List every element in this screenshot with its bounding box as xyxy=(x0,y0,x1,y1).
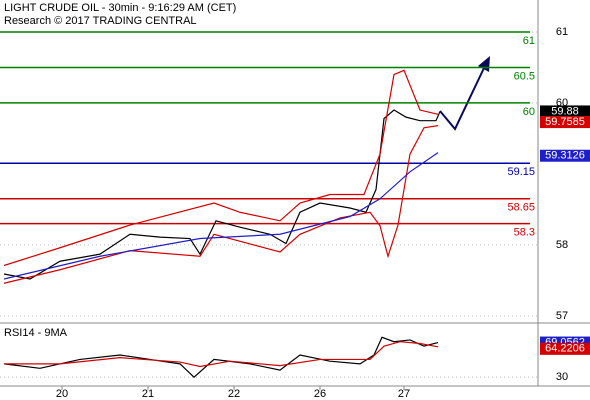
price-marker-label: 59.3126 xyxy=(545,150,585,162)
price-marker-label: 59.7585 xyxy=(545,116,585,128)
x-tick-label: 21 xyxy=(142,388,154,400)
price-marker xyxy=(540,105,590,118)
x-tick-label: 22 xyxy=(228,388,240,400)
series-line xyxy=(3,125,439,284)
rsi-title: RSI14 - 9MA xyxy=(4,327,68,339)
chart-subtitle: Research © 2017 TRADING CENTRAL xyxy=(4,15,197,27)
series-line xyxy=(3,336,439,378)
x-tick-label: 27 xyxy=(398,388,410,400)
y-tick-label: 61 xyxy=(556,26,568,38)
level-label: 58.3 xyxy=(514,227,535,239)
level-label: 60.5 xyxy=(514,70,535,82)
price-marker xyxy=(540,149,590,162)
x-tick-label: 26 xyxy=(314,388,326,400)
y-tick-label: 30 xyxy=(556,371,568,383)
y-tick-label: 57 xyxy=(556,310,568,322)
level-label: 58.65 xyxy=(507,202,535,214)
level-label: 59.15 xyxy=(507,166,535,178)
y-tick-label: 58 xyxy=(556,239,568,251)
price-marker-label: 59.88 xyxy=(551,105,579,117)
price-marker xyxy=(540,116,590,129)
level-label: 60 xyxy=(523,106,535,118)
price-marker xyxy=(540,342,590,355)
chart-title: LIGHT CRUDE OIL - 30min - 9:16:29 AM (CE… xyxy=(4,2,236,14)
x-tick-label: 20 xyxy=(56,388,68,400)
forecast-arrow xyxy=(439,67,485,131)
series-line xyxy=(3,152,439,280)
series-line xyxy=(4,341,439,368)
series-line xyxy=(3,69,439,267)
price-marker-label: 64.2206 xyxy=(545,343,585,355)
level-label: 61 xyxy=(523,35,535,47)
series-line xyxy=(3,109,441,280)
